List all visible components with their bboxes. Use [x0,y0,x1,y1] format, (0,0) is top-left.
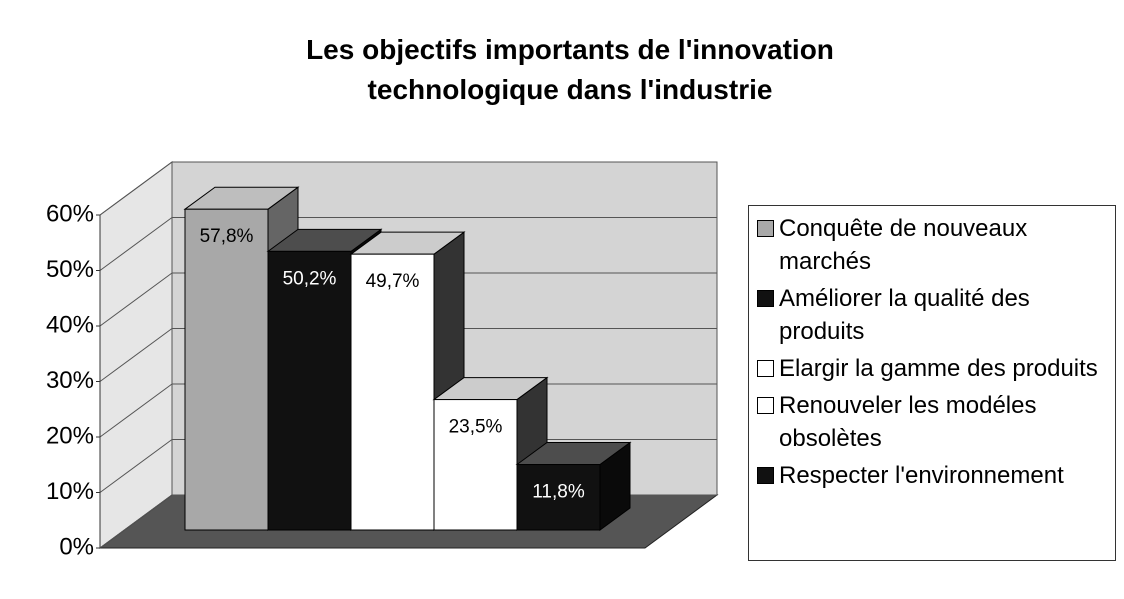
y-tick-label: 0% [59,533,94,560]
data-label: 23,5% [449,417,503,438]
grid-line [99,383,173,438]
grid-line [99,217,173,271]
grid-line [99,494,173,549]
grid-line [99,272,173,327]
legend-entry: Améliorer la qualité des produits [757,282,1107,348]
legend-label: Elargir la gamme des produits [779,355,1098,382]
y-tick-label: 10% [46,478,94,505]
legend-entry: Elargir la gamme des produits [757,352,1107,385]
grid-line [99,328,173,382]
legend-swatch [757,397,774,414]
y-tick-label: 20% [46,422,94,449]
data-label: 49,7% [366,271,420,292]
legend-label: Renouveler les modéles obsolètes [779,392,1037,452]
y-tick-label: 40% [46,311,94,338]
data-label: 50,2% [283,268,337,289]
legend-label: Conquête de nouveaux marchés [779,215,1028,275]
data-label: 57,8% [200,226,254,247]
legend-label: Respecter l'environnement [779,462,1064,489]
bar [516,464,601,531]
bar [350,253,435,531]
y-tick-label: 60% [46,200,94,227]
grid-line [99,439,173,493]
legend: Conquête de nouveaux marchés Améliorer la… [748,205,1116,561]
legend-swatch [757,220,774,237]
legend-swatch [757,360,774,377]
bar [433,399,518,531]
legend-swatch [757,290,774,307]
bar [184,208,269,531]
legend-entry: Respecter l'environnement [757,459,1107,492]
legend-entry: Conquête de nouveaux marchés [757,212,1107,278]
data-label: 11,8% [532,482,585,503]
y-tick-label: 50% [46,256,94,283]
legend-entry: Renouveler les modéles obsolètes [757,389,1107,455]
y-tick-label: 30% [46,367,94,394]
legend-label: Améliorer la qualité des produits [779,285,1030,345]
chart-title: Les objectifs importants de l'innovation… [306,34,834,105]
grid-line [99,161,173,216]
bar [267,250,352,531]
legend-swatch [757,467,774,484]
